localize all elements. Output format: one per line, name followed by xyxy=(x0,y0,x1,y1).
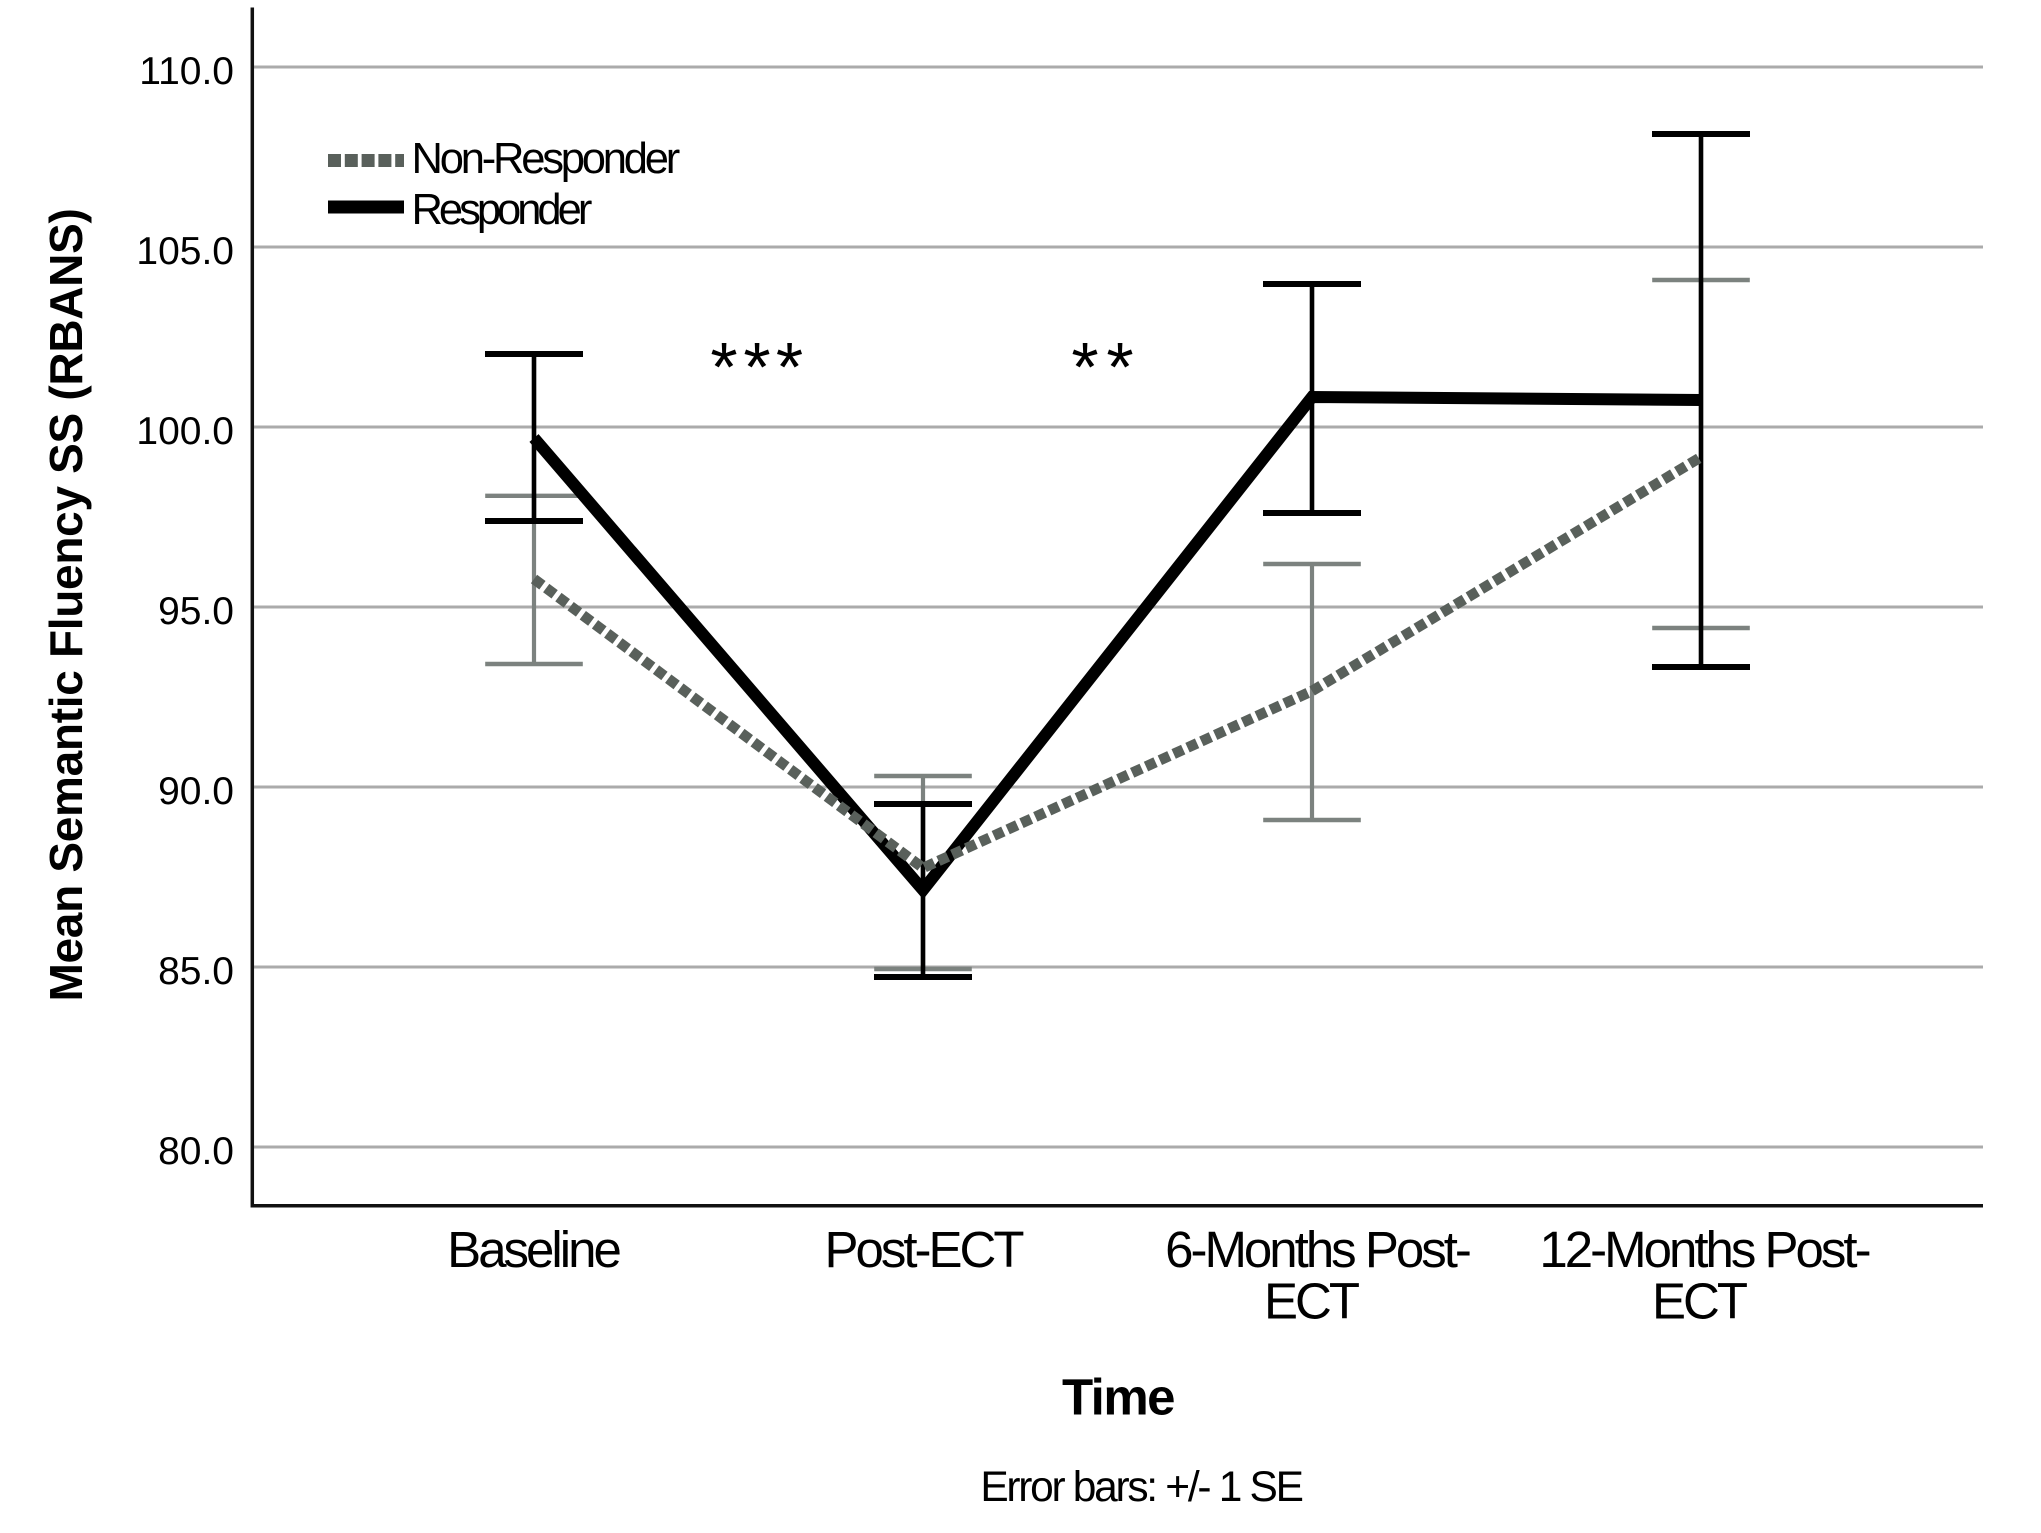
svg-text:Responder: Responder xyxy=(412,186,592,234)
svg-text:12-Months Post-: 12-Months Post- xyxy=(1539,1221,1869,1278)
svg-text:Time: Time xyxy=(1062,1369,1174,1426)
svg-text:Error bars: +/- 1 SE: Error bars: +/- 1 SE xyxy=(980,1464,1302,1511)
svg-text:85.0: 85.0 xyxy=(158,950,234,993)
svg-text:ECT: ECT xyxy=(1652,1273,1747,1330)
svg-text:100.0: 100.0 xyxy=(136,410,234,453)
svg-text:ECT: ECT xyxy=(1264,1273,1359,1330)
svg-text:95.0: 95.0 xyxy=(158,590,234,633)
svg-text:Mean Semantic Fluency SS (RBAN: Mean Semantic Fluency SS (RBANS) xyxy=(40,208,92,1001)
svg-text:*: * xyxy=(743,328,770,406)
svg-text:110.0: 110.0 xyxy=(139,50,234,93)
svg-text:80.0: 80.0 xyxy=(158,1130,234,1173)
svg-text:*: * xyxy=(1071,328,1098,406)
svg-text:Baseline: Baseline xyxy=(447,1221,620,1278)
svg-text:90.0: 90.0 xyxy=(158,770,234,813)
svg-text:Post-ECT: Post-ECT xyxy=(824,1221,1023,1278)
svg-text:Non-Responder: Non-Responder xyxy=(412,135,680,183)
svg-text:6-Months Post-: 6-Months Post- xyxy=(1165,1221,1470,1278)
svg-text:*: * xyxy=(710,328,737,406)
svg-text:*: * xyxy=(776,328,803,406)
svg-text:105.0: 105.0 xyxy=(136,230,234,273)
svg-text:*: * xyxy=(1106,328,1133,406)
